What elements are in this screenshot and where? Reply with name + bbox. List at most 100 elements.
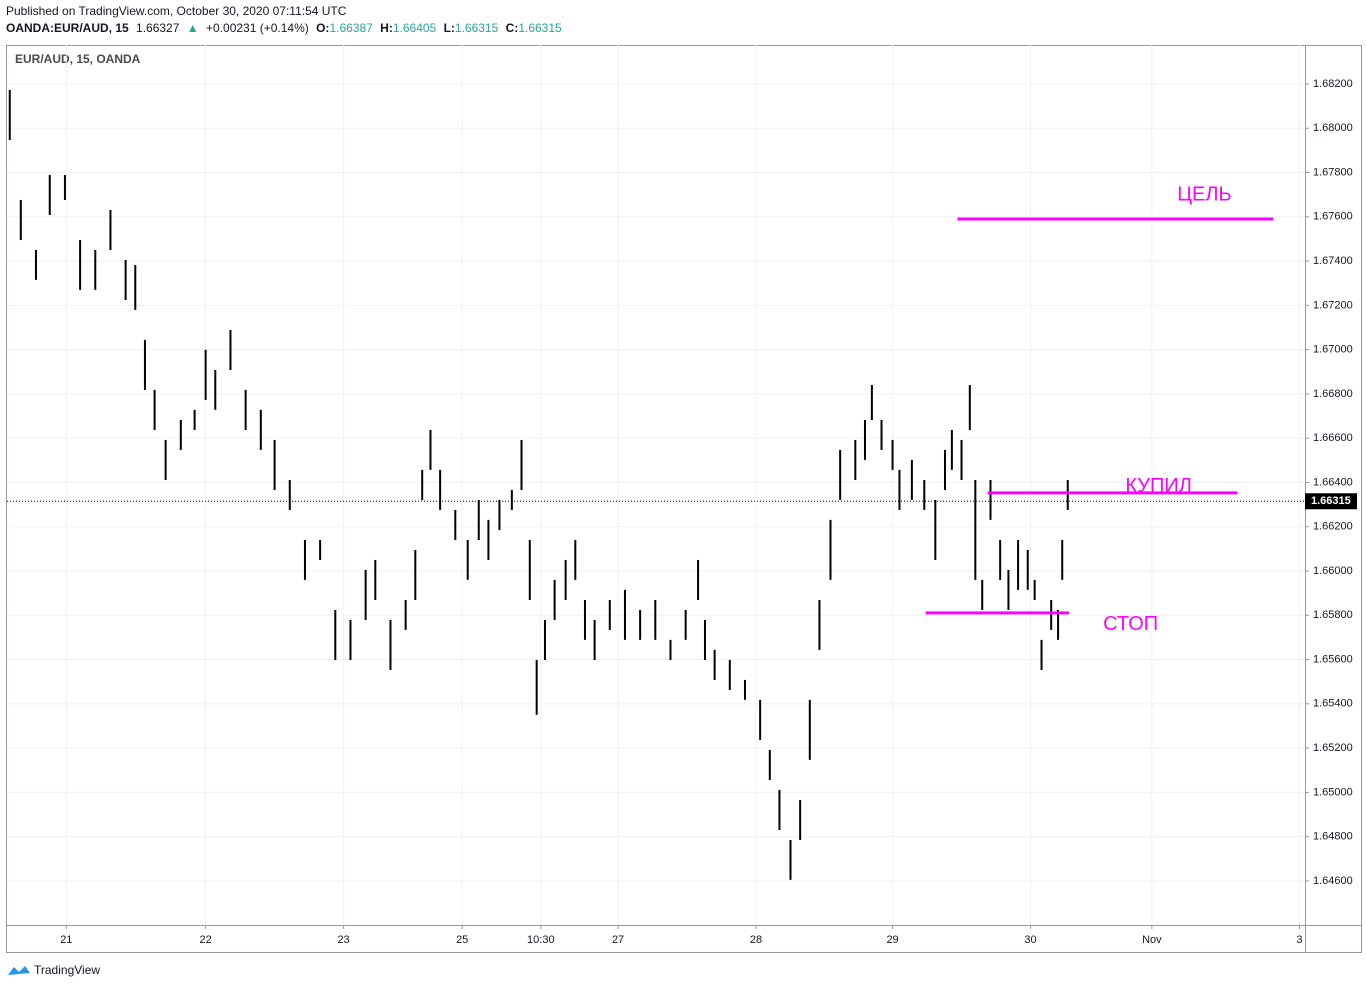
x-tick-label: 23 (337, 934, 349, 946)
price-bar (713, 649, 716, 680)
price-bar (623, 589, 626, 640)
price-bar (818, 600, 821, 650)
price-tag (1305, 493, 1357, 510)
price-bar (8, 89, 11, 140)
price-bar (214, 369, 217, 410)
x-tick-label: 10:30 (527, 934, 555, 946)
price-bar (1040, 639, 1043, 670)
price-bar (910, 459, 913, 500)
price-bar (1050, 600, 1053, 630)
price-bar (743, 679, 746, 700)
price-bar (728, 660, 731, 690)
y-tick-label: 1.66000 (1313, 565, 1353, 577)
price-bar (454, 509, 457, 541)
price-bar (880, 420, 883, 450)
price-bar (898, 469, 901, 510)
price-tag-label: 1.66315 (1311, 495, 1351, 507)
price-bar (934, 499, 937, 560)
x-tick-label: 28 (750, 934, 762, 946)
price-bar (960, 439, 963, 481)
price-bar (808, 699, 811, 760)
price-bar (429, 429, 432, 470)
level-label: ЦЕЛЬ (1177, 183, 1231, 205)
price-bar (829, 519, 832, 580)
price-bar (48, 174, 51, 216)
price-bar (153, 389, 156, 430)
price-bar (466, 540, 469, 580)
price-bar (244, 389, 247, 430)
price-bar (999, 540, 1002, 580)
price-bar (164, 439, 167, 481)
price-bar (943, 449, 946, 490)
price-bar (535, 660, 538, 715)
price-bar (204, 349, 207, 400)
logo (8, 966, 30, 975)
y-tick-label: 1.65400 (1313, 698, 1353, 710)
price-bar (193, 409, 196, 430)
l-label: L: (444, 21, 455, 35)
symbol-name: OANDA:EUR/AUD, 15 (6, 21, 129, 35)
y-tick-label: 1.65800 (1313, 609, 1353, 621)
y-tick-label: 1.66400 (1313, 476, 1353, 488)
price-bar (759, 699, 762, 740)
y-tick-label: 1.67800 (1313, 166, 1353, 178)
price-bar (259, 409, 262, 450)
x-tick-label: 27 (612, 934, 624, 946)
h: 1.66405 (393, 21, 437, 35)
frame (6, 45, 1362, 953)
price-bar (1061, 540, 1064, 580)
price-bar (839, 449, 842, 500)
x-tick-label: 29 (886, 934, 898, 946)
price-bar (229, 329, 232, 370)
y-tick-label: 1.66200 (1313, 521, 1353, 533)
price-bar (608, 600, 611, 630)
price-bar (79, 240, 82, 290)
price-bar (684, 609, 687, 640)
x-tick-label: 30 (1024, 934, 1036, 946)
price-bar (789, 839, 792, 880)
price-bar (1033, 579, 1036, 601)
price-bar (334, 609, 337, 661)
price-bar (553, 579, 556, 620)
y-tick-label: 1.67200 (1313, 299, 1353, 311)
price-bar (364, 569, 367, 620)
y-tick-label: 1.66600 (1313, 432, 1353, 444)
price-bar (404, 600, 407, 630)
price-bar (1057, 609, 1060, 640)
price-bar (981, 579, 984, 610)
price-bar (389, 619, 392, 670)
h-label: H: (380, 21, 393, 35)
o-label: O: (316, 21, 329, 35)
price-bar (143, 339, 146, 390)
price-bar (799, 799, 802, 840)
price-bar (1066, 480, 1069, 510)
y-tick-label: 1.68000 (1313, 122, 1353, 134)
price-bar (870, 385, 873, 421)
price-bar (303, 540, 306, 580)
x-tick-label: 25 (456, 934, 468, 946)
y-tick-label: 1.65000 (1313, 786, 1353, 798)
price-bar (639, 609, 642, 640)
y-tick-label: 1.67600 (1313, 211, 1353, 223)
brand: TradingView (34, 963, 100, 977)
y-tick-label: 1.67400 (1313, 255, 1353, 267)
price-bar (1026, 549, 1029, 590)
price-bar (439, 469, 442, 510)
price-bar (109, 209, 112, 251)
y-tick-label: 1.65600 (1313, 653, 1353, 665)
price-bar (498, 499, 501, 531)
price-bar (349, 619, 352, 661)
x-tick-label: 22 (200, 934, 212, 946)
legend: EUR/AUD, 15, OANDA (15, 52, 141, 66)
change: +0.00231 (+0.14%) (206, 21, 309, 35)
price-bar (34, 250, 37, 280)
price-bar (134, 265, 137, 310)
price-bar (1017, 540, 1020, 590)
x-tick-label: Nov (1142, 934, 1162, 946)
y-tick-label: 1.65200 (1313, 742, 1353, 754)
price-bar (703, 619, 706, 661)
price-bar (487, 519, 490, 560)
price-bar (288, 480, 291, 510)
price-bar (374, 559, 377, 601)
price-bar (528, 540, 531, 601)
